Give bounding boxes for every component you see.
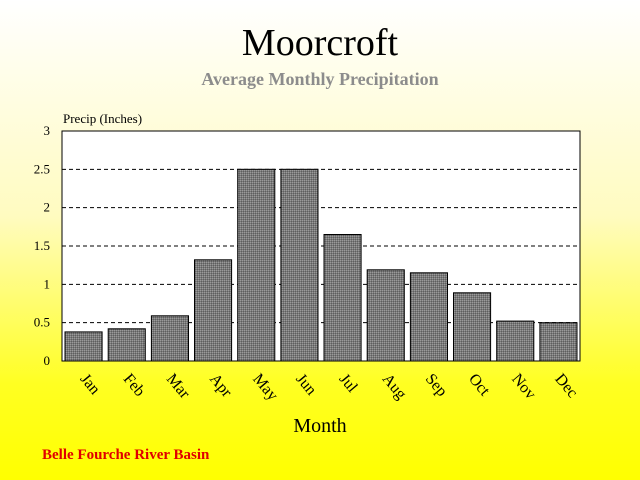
- y-tick-labels: 0 0.5 1 1.5 2 2.5 3: [34, 123, 50, 368]
- chart-title: Moorcroft: [242, 22, 399, 64]
- x-tick-label: Dec: [551, 371, 581, 402]
- x-tick-label: Feb: [120, 371, 148, 400]
- x-tick-labels: Jan Feb Mar Apr May Jun Jul Aug Sep Oct Nov Dec: [77, 371, 581, 404]
- bar-feb: [107, 328, 146, 362]
- x-tick-label: Aug: [379, 371, 410, 403]
- bar-jul: [323, 234, 362, 362]
- x-tick-label: Apr: [206, 371, 235, 402]
- bar-jan: [64, 331, 103, 362]
- bar-may: [237, 168, 276, 362]
- bar-apr: [194, 259, 233, 362]
- x-tick-label: Jul: [336, 371, 361, 397]
- bar-oct: [453, 292, 492, 362]
- y-tick-label: 3: [44, 123, 51, 138]
- x-tick-label: Sep: [422, 371, 450, 400]
- bar-dec: [539, 322, 578, 362]
- bar-jun: [280, 168, 319, 362]
- y-tick-label: 1.5: [34, 238, 50, 253]
- x-tick-label: Mar: [163, 371, 194, 403]
- bar-mar: [150, 315, 189, 362]
- gridlines: [62, 168, 580, 324]
- footer-text: Belle Fourche River Basin: [42, 447, 210, 463]
- bar-sep: [409, 272, 448, 362]
- y-tick-label: 2: [44, 200, 51, 215]
- x-axis-label: Month: [293, 415, 346, 437]
- x-tick-label: Jan: [77, 371, 104, 398]
- y-tick-label: 0.5: [34, 315, 50, 330]
- bar-aug: [366, 269, 405, 362]
- y-tick-label: 0: [44, 353, 51, 368]
- y-tick-label: 1: [44, 276, 51, 291]
- x-tick-label: Nov: [508, 371, 539, 403]
- bar-nov: [496, 320, 535, 362]
- y-axis-label: Precip (Inches): [63, 111, 142, 126]
- x-tick-label: Jun: [292, 371, 319, 399]
- y-tick-label: 2.5: [34, 161, 50, 176]
- chart-subtitle: Average Monthly Precipitation: [201, 69, 438, 89]
- bars: [64, 168, 578, 362]
- x-tick-label: Oct: [465, 371, 493, 400]
- x-tick-label: May: [249, 371, 281, 404]
